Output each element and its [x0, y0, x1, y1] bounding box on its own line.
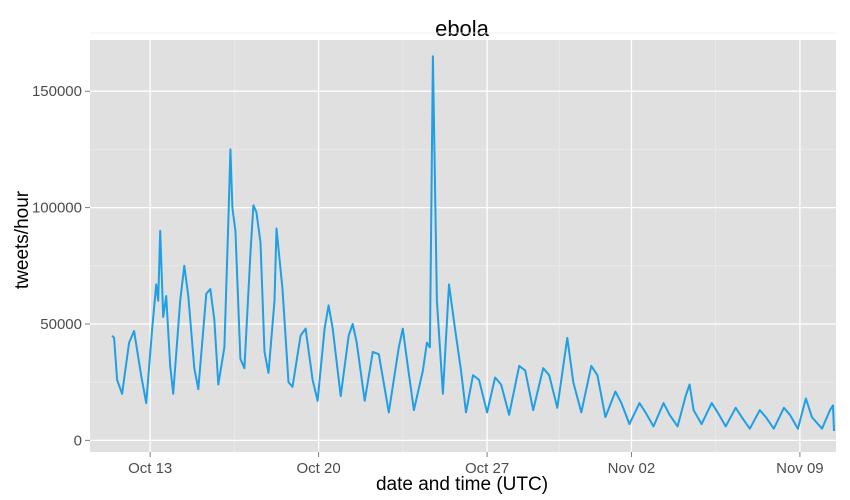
y-axis-title: tweets/hour — [12, 190, 33, 289]
x-tick-label: Oct 13 — [128, 460, 172, 477]
y-tick-label: 0 — [74, 432, 82, 449]
x-tick-label: Nov 09 — [776, 460, 824, 477]
x-axis: Oct 13 Oct 20 Oct 27 Nov 02 Nov 09 — [128, 452, 824, 477]
x-tick-label: Nov 02 — [608, 460, 656, 477]
grid-major — [90, 40, 836, 452]
series-layer — [111, 55, 835, 432]
x-tick-label: Oct 27 — [465, 460, 509, 477]
series-line — [111, 55, 835, 432]
x-axis-title: date and time (UTC) — [376, 474, 548, 495]
y-tick-label: 150000 — [32, 83, 82, 100]
y-tick-label: 100000 — [32, 200, 82, 217]
grid-minor — [90, 32, 836, 452]
x-tick-label: Oct 20 — [297, 460, 341, 477]
y-tick-label: 50000 — [40, 316, 82, 333]
y-axis: 0 50000 100000 150000 — [32, 83, 90, 449]
chart-title: ebola — [435, 16, 490, 41]
